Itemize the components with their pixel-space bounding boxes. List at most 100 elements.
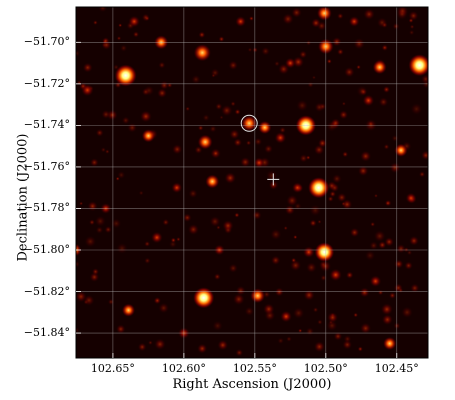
noise-blob [162,218,170,226]
noise-blob [381,21,388,29]
source-point [314,242,335,262]
noise-blob [274,287,284,297]
source-point [303,246,315,258]
noise-blob [148,340,153,346]
noise-blob [93,20,98,25]
noise-blob [299,50,308,59]
noise-blob [353,38,365,50]
noise-blob [94,215,106,227]
noise-blob [332,37,342,47]
noise-blob [319,102,327,111]
noise-blob [298,328,303,333]
noise-blob [210,148,221,159]
noise-blob [144,257,151,264]
source-point [280,310,292,323]
noise-blob [292,307,305,319]
noise-blob [158,302,169,314]
noise-layer [76,7,428,357]
noise-blob [277,337,284,344]
noise-blob [202,114,210,122]
noise-blob [111,218,122,229]
noise-blob [401,306,413,319]
noise-blob [170,237,177,243]
noise-blob [307,81,314,88]
noise-blob [403,247,409,253]
noise-blob [87,201,98,212]
noise-blob [327,312,338,323]
noise-blob [286,194,298,207]
noise-blob [299,154,308,163]
noise-blob [95,226,104,234]
source-point [81,83,94,97]
noise-blob [144,240,151,247]
noise-blob [107,298,115,305]
noise-blob [381,44,388,51]
noise-blob [286,336,292,342]
noise-blob [360,150,372,162]
x-tick-label: 102.50° [303,362,348,375]
source-point [193,44,211,62]
noise-blob [394,259,404,269]
noise-blob [385,200,391,206]
y-tick-label: −51.72° [23,76,70,90]
noise-blob [421,150,428,160]
source-point [362,94,375,107]
noise-blob [235,348,244,357]
noise-blob [312,75,316,80]
noise-blob [209,125,217,133]
noise-blob [117,171,126,179]
noise-blob [358,165,369,177]
x-tick-label: 102.60° [161,362,206,375]
noise-blob [342,339,353,350]
noise-blob [221,104,233,117]
noise-blob [337,12,344,20]
noise-blob [261,46,270,56]
noise-blob [333,332,343,341]
source-point [171,182,183,194]
noise-blob [381,314,393,326]
noise-blob [391,134,399,142]
noise-blob [194,145,203,154]
noise-blob [138,190,144,196]
noise-blob [270,228,282,240]
noise-blob [409,235,419,246]
noise-blob [282,13,294,25]
source-point [235,16,247,27]
y-tick-label: −51.84° [23,326,70,340]
noise-blob [383,143,390,150]
noise-blob [389,162,401,174]
noise-blob [121,116,130,125]
noise-blob [370,221,376,227]
noise-blob [419,171,426,178]
source-point [114,64,137,87]
noise-blob [172,144,183,155]
noise-blob [234,212,240,218]
axis-ticks [76,41,398,358]
noise-blob [318,260,328,269]
source-point [197,134,213,150]
noise-blob [341,199,353,210]
noise-blob [349,227,360,238]
noise-blob [127,122,137,133]
noise-blob [234,108,241,115]
noise-blob [337,48,344,56]
y-axis-label: Declination (J2000) [15,133,31,262]
markers-layer [240,114,280,186]
y-tick-label: −51.82° [23,284,70,298]
noise-blob [92,268,99,276]
noise-blob [247,47,253,53]
noise-blob [293,235,298,240]
noise-blob [393,283,403,293]
noise-blob [380,303,393,316]
noise-blob [329,190,337,198]
source-point [128,15,140,28]
noise-blob [274,60,280,67]
noise-blob [344,66,355,78]
noise-blob [215,103,223,110]
noise-blob [232,293,245,306]
noise-blob [254,137,263,146]
noise-blob [309,219,317,227]
x-tick-label: 102.55° [232,362,277,375]
source-point [274,132,287,144]
source-point [250,288,266,304]
